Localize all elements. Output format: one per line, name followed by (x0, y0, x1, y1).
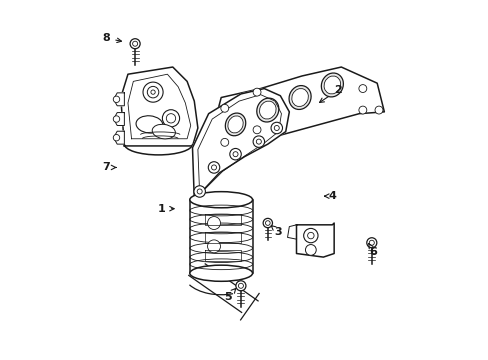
Ellipse shape (225, 113, 245, 136)
Ellipse shape (256, 98, 278, 122)
Circle shape (366, 238, 376, 248)
Ellipse shape (189, 192, 252, 208)
Ellipse shape (189, 265, 252, 281)
Circle shape (253, 136, 264, 147)
Polygon shape (113, 131, 124, 144)
Polygon shape (121, 67, 198, 146)
Circle shape (235, 281, 245, 291)
Circle shape (253, 88, 261, 96)
Circle shape (263, 219, 272, 228)
Text: 4: 4 (324, 191, 336, 201)
Circle shape (307, 232, 313, 239)
Ellipse shape (152, 124, 175, 139)
Circle shape (256, 139, 261, 144)
Polygon shape (113, 113, 124, 126)
Circle shape (233, 152, 238, 157)
Circle shape (132, 41, 137, 46)
Ellipse shape (136, 116, 163, 133)
Circle shape (151, 90, 155, 94)
Text: 7: 7 (102, 162, 116, 172)
Text: 8: 8 (102, 33, 121, 43)
Polygon shape (113, 93, 124, 106)
Circle shape (142, 82, 163, 102)
Circle shape (113, 116, 120, 122)
Polygon shape (296, 223, 333, 257)
Polygon shape (192, 89, 289, 200)
Circle shape (113, 134, 120, 141)
Circle shape (374, 106, 382, 114)
Circle shape (229, 148, 241, 160)
Text: 6: 6 (368, 244, 377, 257)
Circle shape (162, 110, 179, 127)
Circle shape (368, 240, 373, 245)
Circle shape (274, 126, 279, 131)
Circle shape (305, 244, 316, 255)
Circle shape (197, 189, 202, 194)
Circle shape (194, 186, 205, 197)
Circle shape (358, 106, 366, 114)
Circle shape (265, 221, 269, 225)
Circle shape (207, 240, 220, 253)
Text: 1: 1 (158, 204, 174, 214)
Circle shape (166, 114, 175, 123)
Circle shape (238, 283, 243, 288)
Text: 5: 5 (224, 288, 235, 302)
Circle shape (130, 39, 140, 49)
Circle shape (303, 228, 317, 243)
Circle shape (270, 122, 282, 134)
Text: 2: 2 (319, 85, 341, 103)
Circle shape (221, 138, 228, 146)
Ellipse shape (288, 86, 310, 109)
Circle shape (221, 104, 228, 112)
Circle shape (208, 162, 219, 173)
Circle shape (358, 85, 366, 93)
Ellipse shape (291, 89, 308, 107)
Text: 3: 3 (271, 226, 282, 237)
Ellipse shape (259, 101, 276, 119)
Circle shape (207, 217, 220, 229)
Ellipse shape (321, 73, 343, 97)
Circle shape (211, 165, 216, 170)
Polygon shape (212, 67, 384, 157)
Circle shape (253, 126, 261, 134)
Ellipse shape (227, 116, 243, 133)
Ellipse shape (324, 76, 340, 94)
Circle shape (147, 86, 159, 98)
Circle shape (113, 96, 120, 103)
